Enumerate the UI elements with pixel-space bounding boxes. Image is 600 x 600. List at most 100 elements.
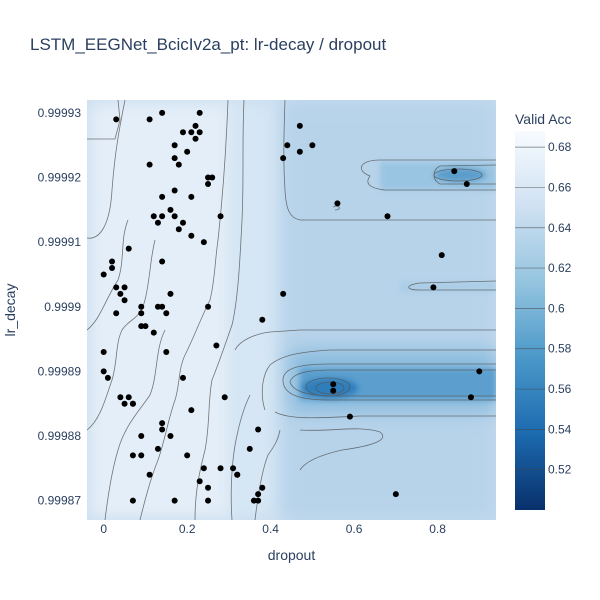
contour-line [87, 100, 121, 140]
trial-point [146, 471, 153, 478]
x-tick-label: 0.4 [262, 522, 279, 536]
trial-point [150, 213, 157, 220]
trial-point [138, 433, 145, 439]
trial-point [113, 310, 120, 317]
y-axis-label: lr_decay [2, 284, 18, 337]
trial-point [146, 116, 153, 123]
contour-line [289, 369, 496, 397]
trial-point [196, 109, 203, 116]
trial-point [117, 290, 124, 297]
trial-point [259, 484, 266, 491]
colorbar-tick-label: 0.62 [548, 261, 572, 275]
trial-point [205, 174, 212, 181]
trial-point [100, 271, 107, 278]
trial-point [221, 394, 228, 401]
trial-point [100, 349, 107, 355]
trial-point [200, 239, 207, 246]
trial-point [205, 303, 212, 310]
x-tick-label: 0 [100, 522, 107, 536]
trial-point [117, 394, 124, 401]
trial-point [167, 206, 174, 213]
trial-point [100, 368, 107, 375]
trial-point [250, 497, 257, 504]
trial-point [334, 200, 341, 207]
x-tick-label: 0.2 [179, 522, 196, 536]
colorbar-tick-label: 0.58 [548, 342, 572, 356]
colorbar-ticks: 0.52 0.54 0.56 0.58 0.6 0.62 0.64 0.66 0.68 [515, 140, 572, 477]
trial-point [255, 491, 262, 498]
trial-point [188, 129, 195, 136]
colorbar-tick-label: 0.56 [548, 382, 572, 396]
trial-point [129, 400, 136, 407]
heatmap-mid-right-band [400, 282, 496, 292]
trial-point [175, 226, 182, 233]
y-tick-label: 0.99991 [38, 235, 82, 249]
colorbar: Valid Acc 0.52 0.54 0.56 0.58 0.6 0.62 0.64 0.6… [515, 111, 572, 510]
trial-point [467, 394, 474, 401]
contour-line [408, 280, 496, 291]
trial-point [159, 193, 166, 200]
trial-point [184, 148, 191, 155]
colorbar-tick-label: 0.66 [548, 180, 572, 194]
contour-line [261, 349, 496, 411]
contour-line [283, 100, 496, 221]
trial-point [296, 148, 303, 155]
contour-lines [87, 100, 496, 520]
trial-point [146, 161, 153, 168]
trial-point [138, 452, 145, 459]
colorbar-tick-label: 0.54 [548, 422, 572, 436]
contour-line [274, 411, 496, 419]
trial-point [200, 465, 207, 472]
trial-point [171, 155, 178, 162]
contour-line [433, 168, 483, 182]
trial-point [280, 155, 287, 162]
contour-line [332, 205, 340, 211]
trial-point [476, 368, 483, 375]
trial-point [213, 342, 220, 349]
trial-point [138, 303, 145, 310]
trial-point [205, 181, 212, 187]
heatmap [87, 100, 496, 520]
y-tick-label: 0.99993 [38, 106, 82, 120]
trial-point [255, 426, 262, 433]
trial-point [125, 245, 132, 252]
trial-point [209, 174, 216, 181]
trial-point [255, 497, 262, 504]
trial-point [284, 142, 291, 149]
trial-point [109, 258, 116, 265]
trial-point [125, 394, 132, 401]
trial-point [330, 387, 337, 394]
trial-point [167, 290, 174, 297]
trial-point [138, 310, 145, 317]
trial-point [205, 484, 212, 491]
trial-point [142, 323, 149, 330]
x-axis-label: dropout [268, 547, 316, 563]
trial-point [296, 122, 303, 129]
y-tick-label: 0.99987 [38, 494, 82, 508]
trial-point [159, 109, 166, 116]
contour-line [139, 100, 229, 520]
trial-point [159, 303, 166, 310]
heatmap-left-light-band [87, 100, 237, 520]
trial-point [171, 497, 178, 504]
trial-point [121, 297, 128, 304]
trial-point [163, 349, 170, 355]
trial-points [100, 109, 483, 504]
trial-point [330, 381, 337, 388]
colorbar-title: Valid Acc [515, 111, 572, 127]
trial-point [179, 374, 186, 381]
trial-point [154, 303, 161, 310]
contour-line [87, 239, 156, 431]
trial-point [438, 252, 445, 259]
trial-point [163, 310, 170, 317]
trial-point [154, 445, 161, 452]
trial-point [129, 497, 136, 504]
colorbar-tick-label: 0.64 [548, 221, 572, 235]
trial-point [171, 213, 178, 220]
trial-point [154, 219, 161, 226]
colorbar-tick-label: 0.6 [548, 301, 565, 315]
trial-point [392, 491, 399, 498]
trial-point [184, 452, 191, 459]
heatmap-mid-band [230, 100, 285, 520]
colorbar-tick-label: 0.68 [548, 140, 572, 154]
